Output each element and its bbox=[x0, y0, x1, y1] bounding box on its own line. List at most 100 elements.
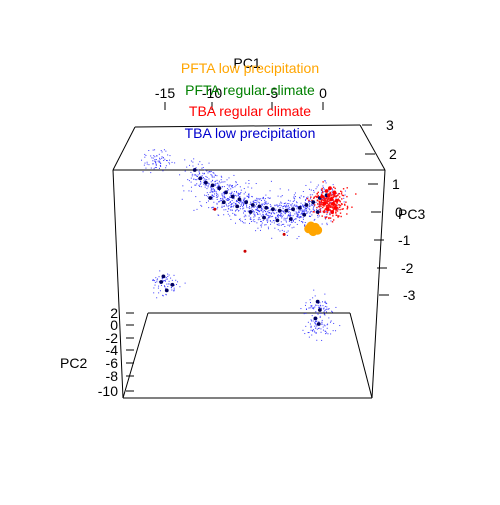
z-tick-label: -2 bbox=[401, 260, 414, 276]
x-tick-label: -15 bbox=[155, 85, 175, 101]
density-dot bbox=[241, 220, 243, 222]
density-dot bbox=[312, 329, 314, 331]
density-dot bbox=[258, 201, 260, 203]
density-dot bbox=[254, 211, 256, 213]
density-dot bbox=[326, 311, 328, 313]
density-dot bbox=[302, 221, 304, 223]
density-dot bbox=[190, 177, 192, 179]
density-dot bbox=[173, 274, 175, 276]
density-dot bbox=[320, 192, 322, 194]
density-dot bbox=[197, 176, 199, 178]
density-dot bbox=[344, 190, 346, 192]
density-dot bbox=[156, 297, 158, 299]
density-dot bbox=[260, 221, 262, 223]
density-dot bbox=[230, 196, 232, 198]
density-dot bbox=[205, 184, 207, 186]
density-dot bbox=[157, 278, 159, 280]
density-dot bbox=[320, 200, 323, 203]
density-dot bbox=[164, 286, 166, 288]
density-dot bbox=[222, 198, 224, 200]
density-dot bbox=[237, 183, 239, 185]
density-dot bbox=[302, 217, 304, 219]
density-dot bbox=[280, 221, 282, 223]
density-dot bbox=[328, 204, 330, 206]
density-dot bbox=[324, 217, 326, 219]
density-dot bbox=[288, 203, 290, 205]
density-dot bbox=[264, 203, 266, 205]
density-dot bbox=[318, 321, 320, 323]
density-dot bbox=[157, 287, 159, 289]
density-dot bbox=[217, 214, 219, 216]
density-dot bbox=[313, 206, 315, 208]
density-dot bbox=[150, 172, 152, 174]
density-dot bbox=[324, 208, 327, 210]
density-dot bbox=[182, 185, 184, 187]
density-dot bbox=[290, 221, 292, 223]
density-dot bbox=[164, 280, 166, 282]
density-dot bbox=[254, 213, 256, 215]
density-dot bbox=[184, 282, 186, 284]
density-dot bbox=[327, 333, 329, 335]
density-dot bbox=[321, 322, 323, 324]
density-dot bbox=[207, 182, 209, 184]
density-dot bbox=[166, 160, 168, 162]
density-dot bbox=[262, 203, 264, 205]
density-dot bbox=[319, 211, 322, 213]
density-dot bbox=[228, 177, 230, 179]
density-dot bbox=[165, 277, 167, 279]
density-dot bbox=[274, 205, 276, 207]
density-dot bbox=[209, 186, 211, 188]
density-dot bbox=[300, 216, 302, 218]
density-dot bbox=[244, 197, 246, 199]
density-dot bbox=[307, 211, 309, 213]
density-dot bbox=[289, 200, 291, 202]
density-dot bbox=[309, 299, 311, 301]
density-dot bbox=[158, 167, 160, 169]
density-dot bbox=[326, 202, 328, 205]
density-dot bbox=[320, 331, 322, 333]
density-dot bbox=[298, 235, 300, 237]
density-dot bbox=[323, 198, 326, 201]
density-dot bbox=[263, 206, 265, 208]
density-dot bbox=[242, 222, 244, 224]
density-dot bbox=[321, 199, 324, 201]
density-dot bbox=[329, 212, 331, 214]
density-dot bbox=[278, 212, 280, 214]
density-dot bbox=[313, 209, 315, 211]
density-dot bbox=[277, 205, 279, 207]
density-dot bbox=[320, 203, 322, 205]
density-dot bbox=[317, 194, 319, 197]
y-axis-ticks: 20-2-4-6-8-10 bbox=[98, 305, 134, 399]
density-dot bbox=[296, 238, 298, 240]
density-dot bbox=[297, 214, 299, 216]
density-dot bbox=[226, 188, 228, 190]
density-dot bbox=[313, 289, 315, 291]
density-dot bbox=[327, 197, 330, 199]
density-dot bbox=[315, 195, 317, 198]
density-dot bbox=[320, 202, 322, 204]
density-dot bbox=[267, 197, 269, 199]
density-dot bbox=[295, 218, 297, 220]
density-dot bbox=[146, 163, 148, 165]
density-dot bbox=[302, 204, 304, 206]
density-dot bbox=[337, 194, 339, 196]
density-dot bbox=[155, 277, 157, 279]
data-point bbox=[324, 189, 329, 193]
density-dot bbox=[162, 281, 164, 283]
data-point bbox=[271, 207, 275, 212]
density-dot bbox=[228, 186, 230, 188]
density-dot bbox=[325, 196, 327, 198]
density-dot bbox=[194, 174, 196, 176]
density-dot bbox=[188, 190, 190, 192]
density-dot bbox=[325, 218, 327, 220]
density-dot bbox=[152, 160, 154, 162]
density-dot bbox=[261, 204, 263, 206]
density-dot bbox=[231, 205, 233, 207]
density-dot bbox=[264, 201, 266, 203]
density-dot bbox=[319, 203, 321, 206]
y-tick-label: -2 bbox=[106, 330, 119, 346]
density-dot bbox=[330, 204, 333, 206]
density-dot bbox=[221, 203, 223, 205]
density-dot bbox=[232, 187, 234, 189]
density-dot bbox=[326, 198, 329, 200]
